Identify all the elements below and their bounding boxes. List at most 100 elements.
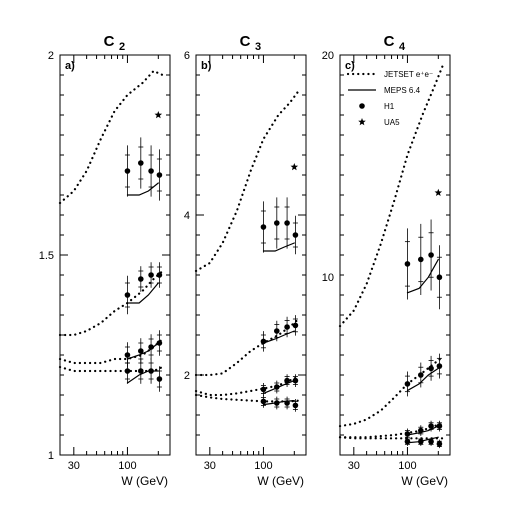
h1-data-point: [274, 384, 280, 390]
x-tick-label: 100: [398, 460, 416, 472]
ua5-data-point: [434, 188, 443, 197]
y-tick-label: 4: [184, 210, 190, 222]
x-axis-label: W (GeV): [257, 474, 304, 488]
y-tick-label: 2: [48, 50, 54, 62]
panel-title: C: [240, 33, 251, 50]
y-tick-label: 1: [48, 450, 54, 462]
jetset-curve: [338, 436, 444, 440]
h1-data-point: [156, 376, 163, 382]
meps-curve: [126, 182, 159, 196]
legend: JETSET e⁺e⁻ MEPS 6.4 H1 UA5: [346, 70, 433, 127]
h1-data-point: [274, 220, 280, 226]
h1-data-point: [274, 400, 280, 406]
h1-data-point: [436, 274, 443, 281]
legend-ua5-swatch: [358, 118, 366, 126]
legend-label: JETSET e⁺e⁻: [384, 70, 433, 79]
h1-data-point: [138, 276, 144, 282]
panel-title: C: [104, 33, 115, 50]
plot-frame: [59, 54, 171, 456]
h1-data-point: [148, 272, 154, 278]
h1-data-point: [124, 368, 131, 374]
jetset-curve: [338, 65, 444, 328]
panel-label: a): [65, 60, 75, 72]
h1-data-point: [436, 423, 443, 429]
x-tick-label: 30: [68, 460, 80, 472]
legend-h1-swatch: [359, 103, 365, 109]
h1-data-point: [148, 368, 154, 374]
h1-data-point: [284, 400, 290, 406]
x-tick-label: 30: [348, 460, 360, 472]
panel-label: b): [201, 60, 212, 72]
y-tick-label: 20: [322, 50, 334, 62]
h1-data-point: [138, 348, 144, 354]
x-axis-label: W (GeV): [401, 474, 448, 488]
x-tick-label: 30: [204, 460, 216, 472]
h1-data-point: [292, 377, 299, 384]
panel-title-subscript: 4: [399, 41, 406, 53]
panel-title-subscript: 3: [255, 41, 261, 53]
h1-data-point: [428, 252, 434, 258]
h1-data-point: [418, 427, 424, 434]
plot-frame: [195, 54, 307, 456]
h1-data-point: [418, 438, 424, 445]
h1-data-point: [404, 438, 411, 445]
jetset-curve: [58, 337, 164, 365]
h1-data-point: [284, 377, 290, 384]
meps-curve: [126, 282, 159, 304]
legend-label: H1: [384, 102, 395, 111]
jetset-curve: [338, 356, 444, 428]
x-tick-label: 100: [118, 460, 136, 472]
h1-data-point: [156, 172, 163, 178]
panel-label: c): [345, 60, 355, 72]
h1-data-point: [156, 272, 163, 278]
h1-data-point: [292, 232, 299, 238]
meps-curve: [406, 258, 439, 294]
h1-data-point: [292, 402, 299, 409]
legend-label: MEPS 6.4: [384, 86, 421, 95]
h1-data-point: [138, 368, 144, 374]
h1-data-point: [292, 322, 299, 329]
jetset-curve: [194, 375, 300, 397]
h1-data-point: [404, 431, 411, 437]
h1-data-point: [260, 224, 267, 230]
h1-data-point: [436, 363, 443, 369]
jetset-curve: [58, 365, 164, 373]
jetset-curve: [194, 317, 300, 377]
h1-data-point: [404, 261, 411, 267]
y-tick-label: 6: [184, 50, 190, 62]
panel-3: C 4 c) 10 20 30 100 W (GeV) JETSET e⁺e⁻ MEPS 6.4 H…: [322, 33, 451, 488]
h1-data-point: [428, 423, 434, 429]
panel-title-subscript: 2: [119, 41, 125, 53]
jetset-curve: [194, 89, 300, 273]
h1-data-point: [284, 220, 290, 226]
h1-data-point: [274, 328, 280, 334]
panel-2: C 3 b) 2 4 6 30 100 W (GeV): [184, 33, 307, 488]
y-tick-label: 1.5: [39, 250, 54, 262]
h1-data-point: [138, 160, 144, 166]
h1-data-point: [260, 398, 267, 405]
jetset-curve: [194, 393, 300, 403]
y-tick-label: 2: [184, 370, 190, 382]
jetset-curve: [58, 269, 164, 337]
legend-label: UA5: [384, 118, 400, 127]
h1-data-point: [418, 256, 424, 263]
meps-curve: [406, 367, 439, 392]
h1-data-point: [156, 340, 163, 346]
h1-data-point: [148, 344, 154, 350]
meps-curve: [406, 436, 439, 444]
h1-data-point: [124, 352, 131, 358]
h1-data-point: [124, 168, 131, 174]
x-axis-label: W (GeV): [121, 474, 168, 488]
ua5-data-point: [154, 111, 163, 119]
meps-curve: [406, 425, 439, 436]
h1-data-point: [428, 365, 434, 372]
h1-data-point: [148, 168, 154, 174]
meps-curve: [262, 400, 295, 406]
jetset-curve: [58, 69, 164, 205]
panel-title: C: [384, 33, 395, 50]
y-tick-label: 10: [322, 272, 334, 284]
x-tick-label: 100: [254, 460, 272, 472]
h1-data-point: [428, 438, 434, 445]
